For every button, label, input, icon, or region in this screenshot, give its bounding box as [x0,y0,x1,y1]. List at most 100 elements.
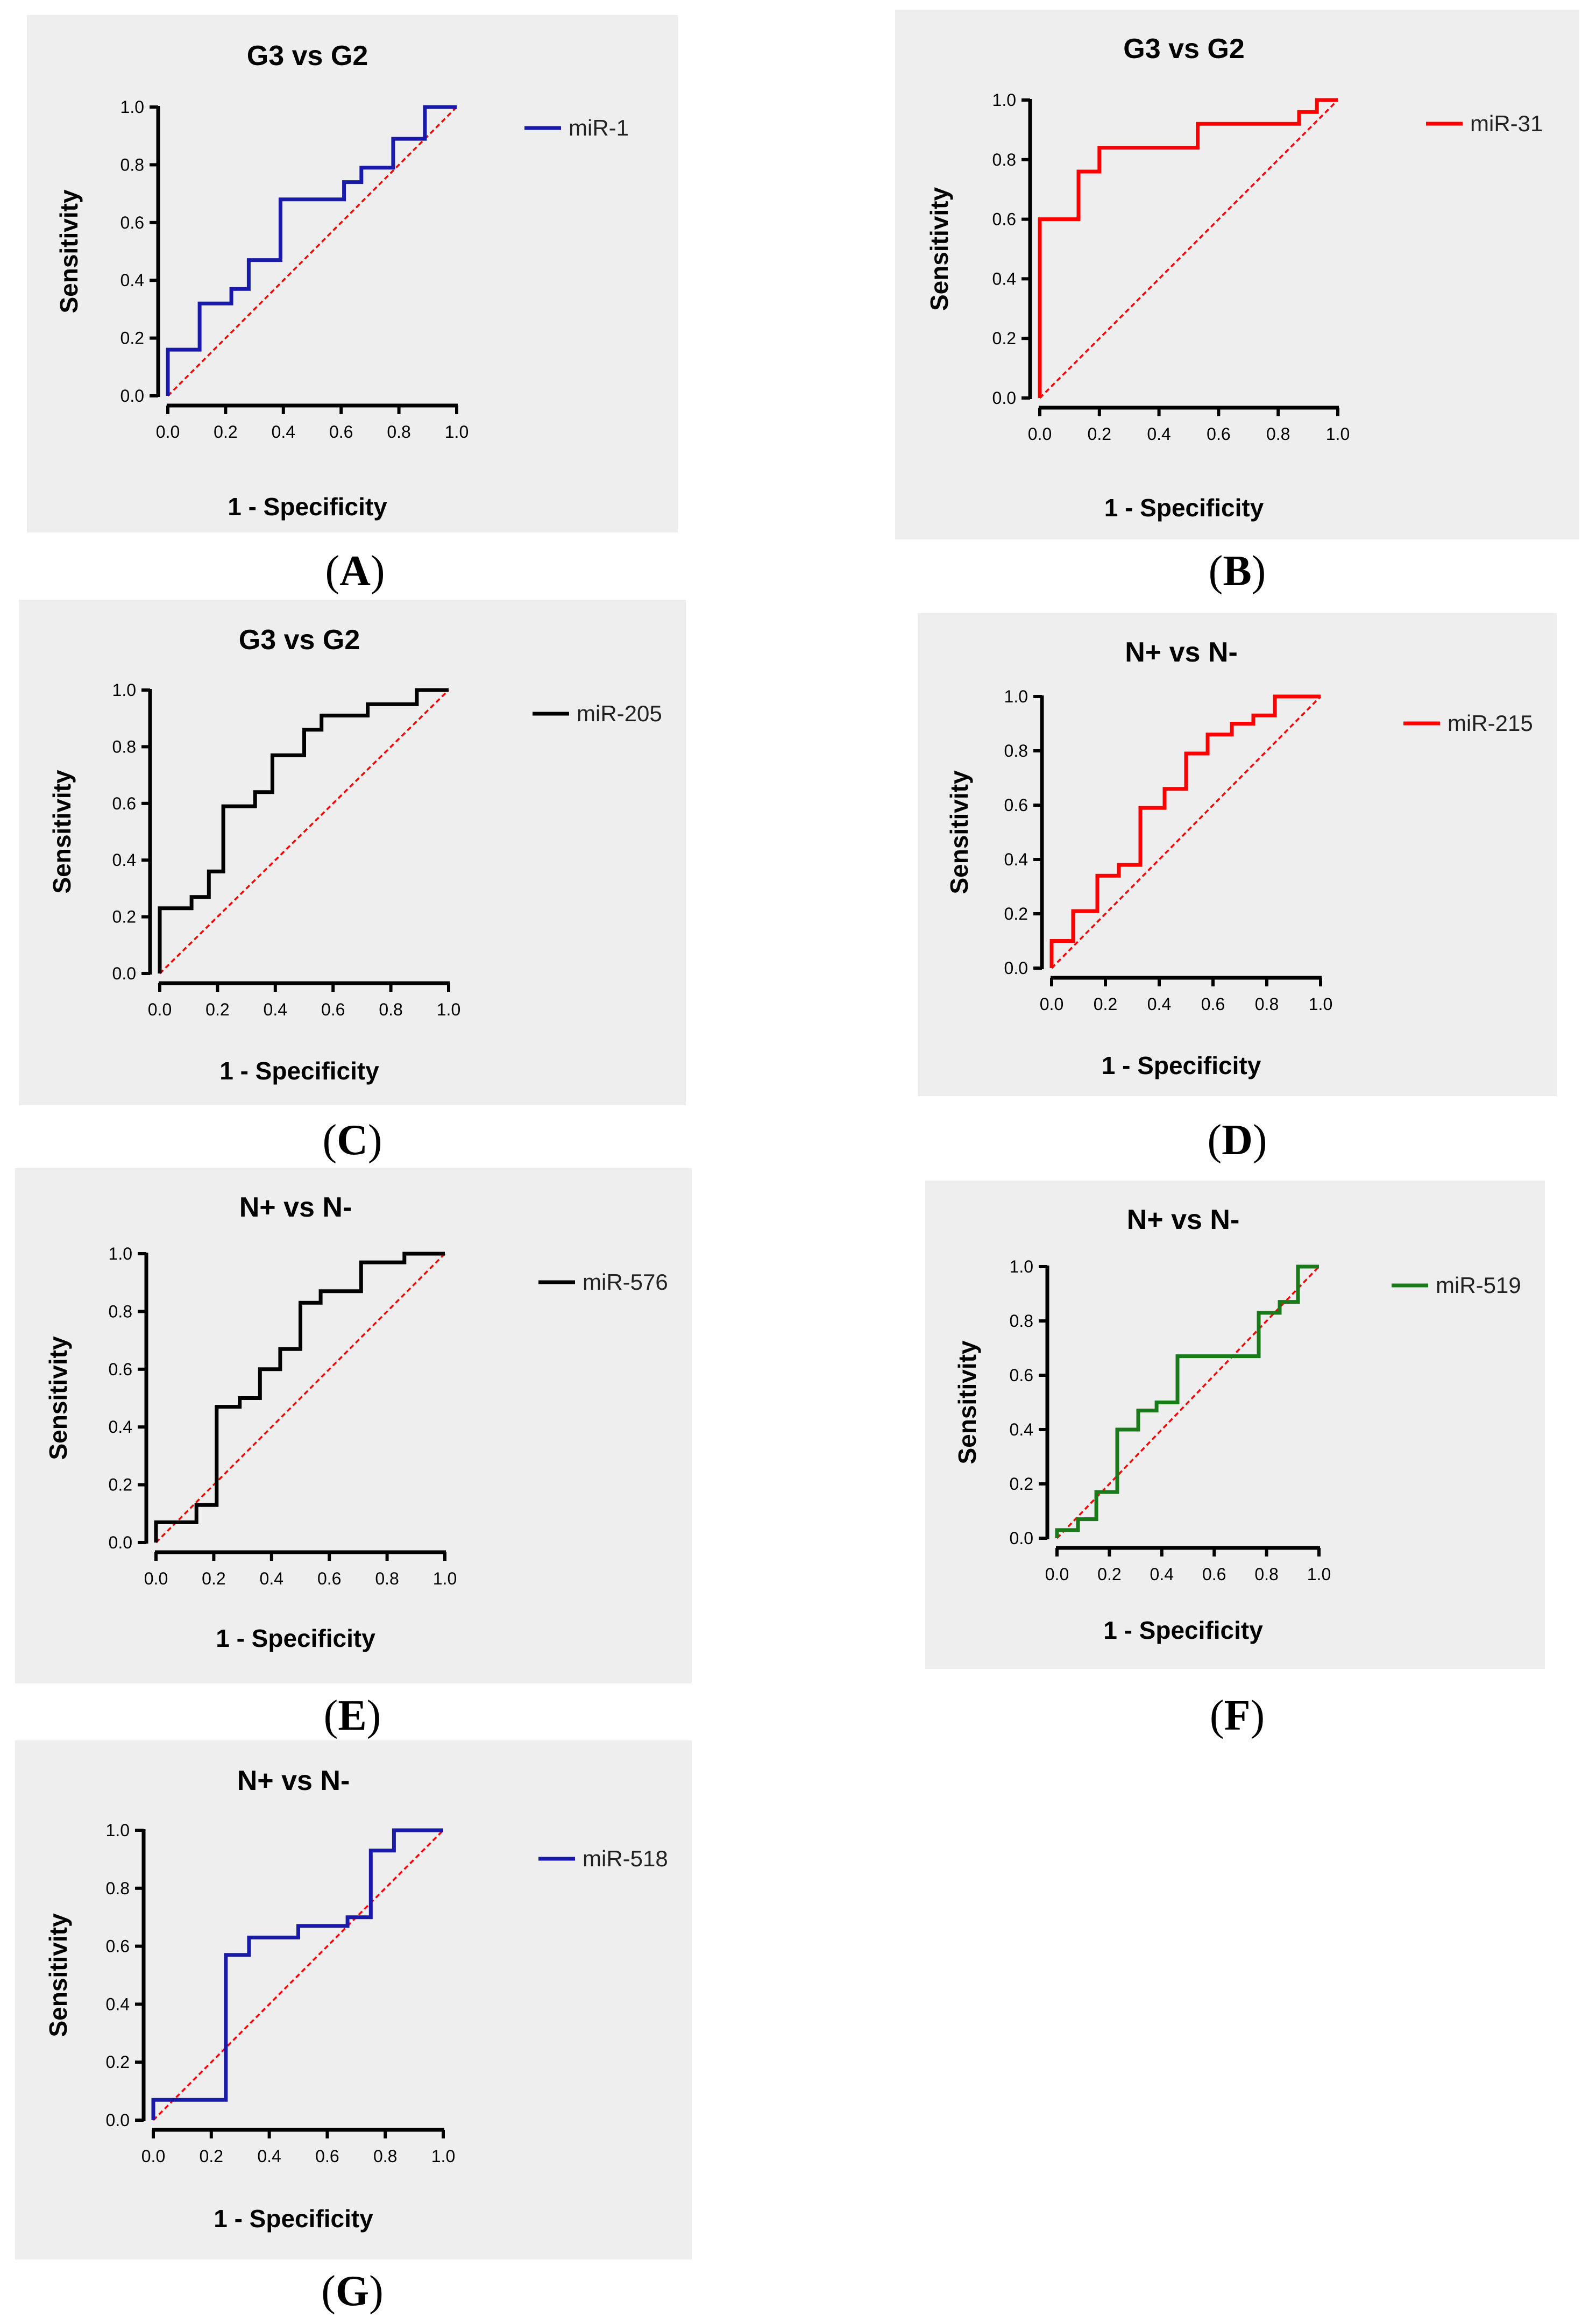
y-tick-label: 0.8 [1010,1311,1033,1331]
reference-diagonal-line [167,106,458,397]
y-tick-label: 0.6 [992,210,1016,229]
x-tick-label: 0.6 [317,1569,341,1588]
x-tick-label: 0.4 [272,422,295,442]
chart-panel-e: N+ vs N- 0.0 0.2 0.4 0.6 0.8 1.0 0.0 0.2 0.4 0.6 0.… [15,1168,692,1683]
x-tick-label: 1.0 [1309,994,1332,1014]
y-tick-label: 0.8 [109,1302,132,1321]
roc-curve-mir-576 [154,1252,445,1543]
roc-curve-mir-519 [1055,1264,1319,1538]
y-tick-label: 1.0 [106,1821,130,1840]
x-tick-label: 0.4 [264,1000,287,1019]
y-axis-label: Sensitivity [48,770,76,894]
y-tick-label: 1.0 [109,1244,132,1263]
x-axis-label: 1 - Specificity [1102,1051,1261,1079]
chart-title: N+ vs N- [1125,637,1238,668]
x-tick-label: 0.4 [1147,994,1171,1014]
y-tick-label: 0.8 [1004,741,1028,761]
x-tick-label: 0.6 [1207,424,1230,444]
panel-caption-d: (D) [1207,1117,1267,1164]
y-tick-label: 1.0 [120,97,144,117]
chart-panel-c: G3 vs G2 0.0 0.2 0.4 0.6 0.8 1.0 0.0 0.2 0.4 0.6 0.… [19,600,686,1105]
reference-diagonal-line [1039,99,1339,399]
y-tick-label: 0.6 [1004,795,1028,815]
roc-chart-c: G3 vs G2 0.0 0.2 0.4 0.6 0.8 1.0 0.0 0.2 0.4 0.6 0.… [48,624,662,1085]
x-tick-label: 0.8 [379,1000,402,1019]
chart-title: G3 vs G2 [239,624,360,656]
x-tick-label: 0.4 [257,2147,281,2166]
y-tick-label: 0.0 [992,388,1016,408]
reference-diagonal-line [1056,1266,1320,1539]
legend-label: miR-31 [1470,111,1543,136]
x-tick-label: 0.4 [1150,1565,1174,1584]
y-tick-label: 0.8 [112,737,136,756]
x-tick-label: 0.2 [205,1000,229,1019]
y-tick-label: 0.4 [1004,850,1028,869]
y-tick-label: 0.0 [109,1533,132,1552]
panel-caption-e: (E) [323,1692,381,1739]
y-tick-label: 0.6 [112,794,136,813]
x-tick-label: 0.4 [260,1569,283,1588]
y-tick-label: 0.4 [992,269,1016,288]
y-tick-label: 1.0 [112,680,136,700]
roc-curve-mir-215 [1049,694,1321,968]
y-tick-label: 1.0 [1010,1257,1033,1276]
y-axis-label: Sensitivity [44,1336,72,1460]
x-tick-label: 1.0 [1326,424,1350,444]
x-tick-label: 0.2 [200,2147,223,2166]
x-tick-label: 1.0 [1307,1565,1331,1584]
chart-title: N+ vs N- [1127,1204,1240,1235]
chart-panel-d: N+ vs N- 0.0 0.2 0.4 0.6 0.8 1.0 0.0 0.2 0.4 0.6 0.… [918,613,1557,1096]
roc-curve-mir-31 [1038,98,1338,398]
panel-caption-g: (G) [321,2268,384,2315]
chart-panel-f: N+ vs N- 0.0 0.2 0.4 0.6 0.8 1.0 0.0 0.2 0.4 0.6 0.… [925,1181,1545,1669]
roc-curve-mir-1 [166,105,457,396]
y-tick-label: 0.8 [106,1879,130,1898]
x-tick-label: 0.6 [315,2147,339,2166]
legend-label: miR-576 [583,1269,668,1295]
y-tick-label: 0.2 [106,2052,130,2072]
x-tick-label: 1.0 [433,1569,457,1588]
roc-chart-f: N+ vs N- 0.0 0.2 0.4 0.6 0.8 1.0 0.0 0.2 0.4 0.6 0.… [953,1204,1521,1644]
roc-chart-a: G3 vs G2 0.0 0.2 0.4 0.6 0.8 1.0 0.0 0.2 0.4 0.6 0.… [55,40,629,521]
chart-panel-a: G3 vs G2 0.0 0.2 0.4 0.6 0.8 1.0 0.0 0.2 0.4 0.6 0.… [27,15,678,532]
y-tick-label: 0.0 [1010,1529,1033,1548]
y-tick-label: 0.2 [109,1475,132,1495]
x-axis-label: 1 - Specificity [216,1624,375,1652]
y-tick-label: 0.4 [120,271,144,290]
y-tick-label: 0.2 [992,329,1016,348]
roc-curve-mir-518 [151,1828,443,2120]
chart-title: G3 vs G2 [247,40,368,72]
x-tick-label: 0.6 [1201,994,1225,1014]
y-tick-label: 0.2 [112,907,136,927]
x-axis-label: 1 - Specificity [214,2205,373,2233]
x-axis-label: 1 - Specificity [1103,1616,1263,1644]
reference-diagonal-line [159,689,450,975]
x-tick-label: 0.0 [1040,994,1063,1014]
panel-caption-f: (F) [1209,1692,1265,1739]
y-axis-label: Sensitivity [953,1340,981,1465]
roc-curve-mir-205 [158,688,449,973]
x-tick-label: 0.2 [214,422,237,442]
roc-chart-e: N+ vs N- 0.0 0.2 0.4 0.6 0.8 1.0 0.0 0.2 0.4 0.6 0.… [44,1192,668,1652]
chart-title: G3 vs G2 [1123,33,1244,65]
y-tick-label: 0.4 [106,1994,130,2014]
y-tick-label: 0.2 [1004,904,1028,923]
x-tick-label: 0.8 [1255,994,1279,1014]
chart-title: N+ vs N- [239,1192,352,1223]
x-tick-label: 0.2 [1088,424,1111,444]
roc-chart-g: N+ vs N- 0.0 0.2 0.4 0.6 0.8 1.0 0.0 0.2 0.4 0.6 0.… [44,1765,668,2233]
y-tick-label: 1.0 [992,90,1016,110]
chart-title: N+ vs N- [237,1765,350,1796]
x-tick-label: 1.0 [431,2147,455,2166]
x-axis-label: 1 - Specificity [219,1057,379,1085]
y-tick-label: 0.0 [1004,958,1028,978]
legend-label: miR-205 [577,701,662,726]
y-tick-label: 1.0 [1004,687,1028,706]
x-tick-label: 0.6 [1202,1565,1226,1584]
y-tick-label: 0.4 [109,1417,132,1437]
panel-caption-a: (A) [325,548,385,595]
y-tick-label: 0.8 [120,155,144,174]
y-tick-label: 0.6 [120,213,144,232]
x-tick-label: 0.2 [202,1569,225,1588]
x-tick-label: 0.8 [373,2147,397,2166]
